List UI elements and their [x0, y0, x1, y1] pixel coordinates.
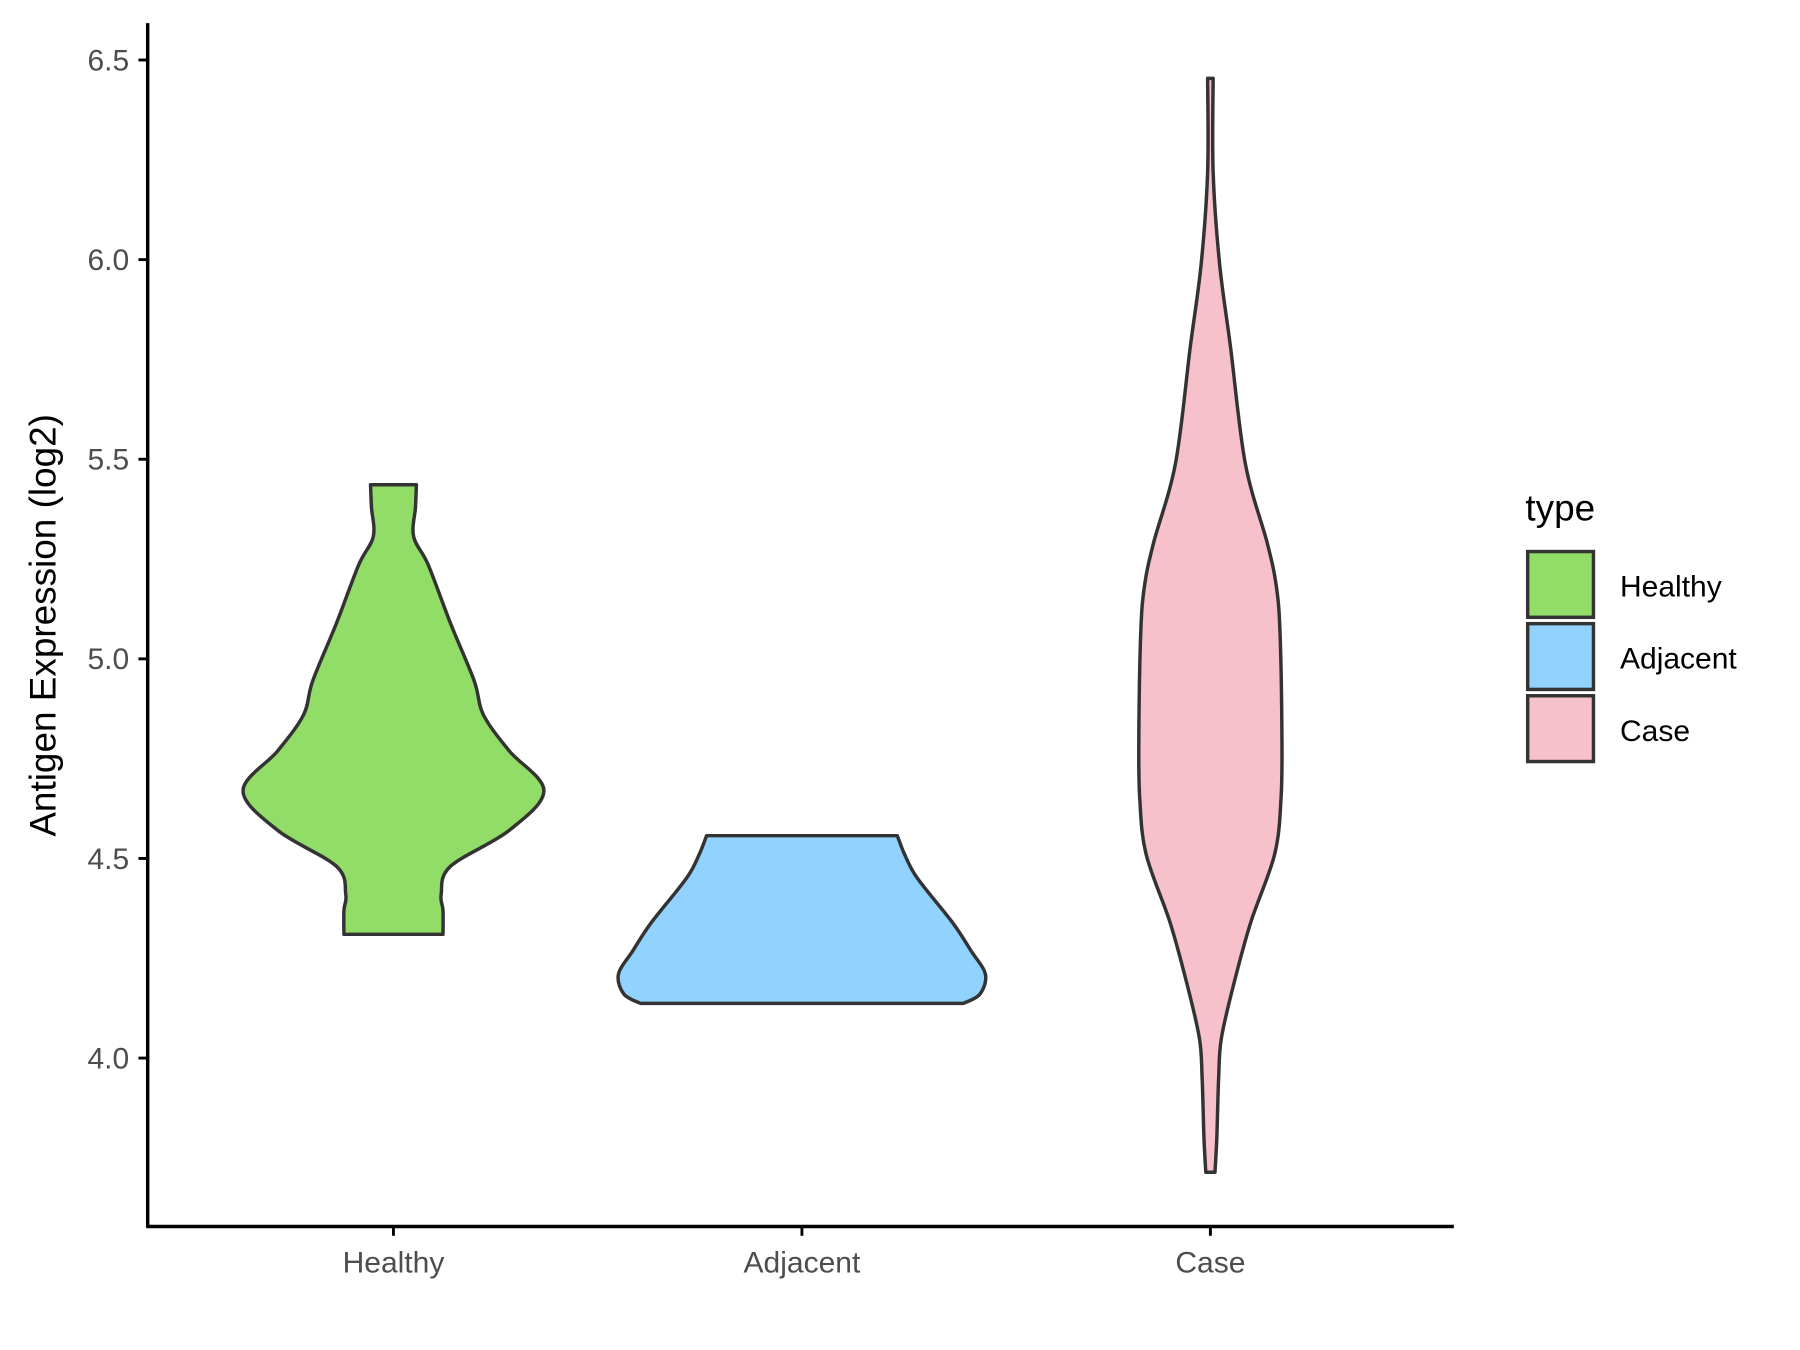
y-ticks: 4.0 4.5 5.0 5.5 6.0 6.5 [88, 44, 148, 1075]
legend: type Healthy Adjacent Case [1525, 487, 1737, 764]
y-tick-label: 6.5 [88, 44, 130, 77]
legend-label: Healthy [1620, 571, 1722, 604]
x-ticks: Healthy Adjacent Case [343, 1226, 1245, 1280]
legend-key-healthy [1525, 549, 1596, 620]
violin-adjacent [616, 833, 988, 1006]
legend-label: Case [1620, 715, 1690, 748]
y-tick-label: 5.5 [88, 444, 130, 477]
y-axis-title: Antigen Expression (log2) [22, 414, 63, 837]
x-tick-label: Adjacent [744, 1247, 861, 1280]
x-tick-label: Case [1175, 1247, 1245, 1280]
y-tick-label: 6.0 [88, 244, 130, 277]
legend-title: type [1525, 487, 1595, 528]
legend-label: Adjacent [1620, 643, 1737, 676]
legend-key-case [1525, 694, 1596, 764]
y-tick-label: 4.0 [88, 1042, 130, 1075]
violin-case [1137, 76, 1284, 1174]
legend-key-adjacent [1525, 621, 1596, 692]
x-tick-label: Healthy [343, 1247, 445, 1280]
y-tick-label: 5.0 [88, 643, 130, 676]
y-tick-label: 4.5 [88, 843, 130, 876]
violins [241, 76, 1284, 1174]
violin-healthy [241, 483, 546, 937]
